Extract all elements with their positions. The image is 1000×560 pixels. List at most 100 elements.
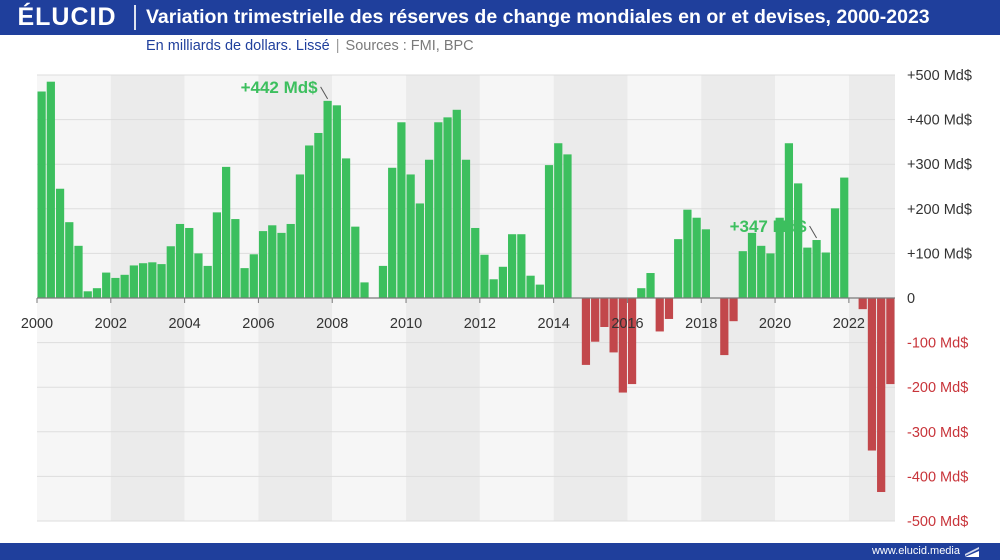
bar — [720, 298, 729, 356]
y-tick-label: +100 Md$ — [907, 246, 972, 262]
bar — [148, 262, 157, 298]
bar — [203, 265, 212, 298]
bar — [424, 159, 434, 298]
bar — [55, 188, 65, 298]
bar — [646, 273, 655, 298]
bar — [65, 222, 74, 298]
bar — [415, 203, 424, 298]
x-tick-label: 2020 — [759, 316, 791, 332]
bar — [508, 234, 517, 298]
bar — [738, 251, 747, 298]
bar — [794, 183, 803, 298]
x-tick-label: 2004 — [168, 316, 200, 332]
bar — [784, 143, 794, 298]
annotation-label: +347 Md$ — [730, 217, 808, 236]
bar — [443, 117, 452, 299]
y-tick-label: +400 Md$ — [907, 113, 972, 129]
bar — [277, 232, 286, 298]
bar — [867, 298, 877, 451]
bar — [526, 275, 535, 298]
chart-subtitle: En milliards de dollars. Lissé | Sources :… — [146, 38, 474, 54]
bar — [775, 217, 784, 298]
bar — [563, 154, 572, 298]
bar — [434, 122, 443, 298]
bar — [102, 272, 111, 298]
bar — [83, 291, 92, 298]
bar — [212, 212, 222, 298]
x-tick-label: 2022 — [833, 316, 865, 332]
bar — [692, 217, 701, 298]
bar — [138, 263, 148, 298]
bar — [268, 225, 277, 298]
bar — [886, 298, 895, 385]
bar — [471, 227, 480, 298]
bar — [120, 274, 129, 298]
bar — [194, 253, 203, 298]
x-tick-label: 2002 — [95, 316, 127, 332]
bar — [877, 298, 886, 493]
bar — [747, 232, 757, 298]
bar — [858, 298, 867, 310]
annotation-leader — [809, 225, 818, 239]
bar — [129, 265, 138, 298]
elucid-logo: ÉLUCID — [17, 3, 117, 31]
bar — [323, 100, 332, 298]
sources-note: Sources : FMI, BPC — [345, 38, 474, 54]
bar — [378, 265, 388, 298]
y-tick-label: +300 Md$ — [907, 157, 972, 173]
bar — [729, 298, 738, 322]
bar — [111, 277, 120, 298]
bar — [581, 298, 591, 365]
bar — [258, 231, 268, 298]
bar — [388, 167, 397, 298]
bar — [166, 246, 175, 298]
bar — [46, 81, 55, 298]
x-tick-label: 2012 — [464, 316, 496, 332]
bar — [757, 245, 766, 298]
bar — [157, 264, 166, 298]
bar — [655, 298, 664, 332]
bar — [618, 298, 627, 393]
bar — [821, 252, 830, 298]
bar — [535, 284, 544, 298]
x-tick-label: 2018 — [685, 316, 717, 332]
bar — [701, 229, 710, 298]
bar — [360, 282, 369, 298]
bar — [591, 298, 600, 342]
bar — [286, 223, 295, 298]
y-tick-label: -400 Md$ — [907, 469, 968, 485]
bar — [231, 219, 240, 298]
bar — [812, 240, 821, 298]
subtitle-separator: | — [335, 38, 340, 54]
unit-note: En milliards de dollars. Lissé — [146, 38, 330, 54]
bar — [674, 239, 683, 298]
bar — [295, 174, 305, 298]
bar — [766, 253, 775, 298]
x-tick-label: 2010 — [390, 316, 422, 332]
bar — [314, 132, 323, 298]
x-tick-label: 2000 — [21, 316, 53, 332]
bar — [480, 254, 489, 298]
bar — [351, 226, 360, 298]
footer-url[interactable]: www.elucid.media — [871, 545, 960, 557]
bar — [406, 174, 415, 298]
x-tick-label: 2006 — [242, 316, 274, 332]
header-bar: ÉLUCID Variation trimestrielle des réser… — [0, 0, 1000, 35]
y-tick-label: -300 Md$ — [907, 425, 968, 441]
bar — [240, 268, 249, 298]
bar — [609, 298, 618, 353]
bar — [341, 158, 351, 298]
x-tick-label: 2016 — [611, 316, 643, 332]
x-tick-label: 2014 — [538, 316, 570, 332]
bar — [637, 288, 646, 298]
bar — [544, 165, 554, 298]
bar — [452, 109, 461, 299]
bar — [627, 298, 637, 385]
bar — [175, 223, 185, 298]
bar — [222, 166, 231, 298]
logo-divider — [134, 5, 136, 30]
chart-title: Variation trimestrielle des réserves de … — [146, 6, 930, 28]
bar — [498, 266, 508, 298]
